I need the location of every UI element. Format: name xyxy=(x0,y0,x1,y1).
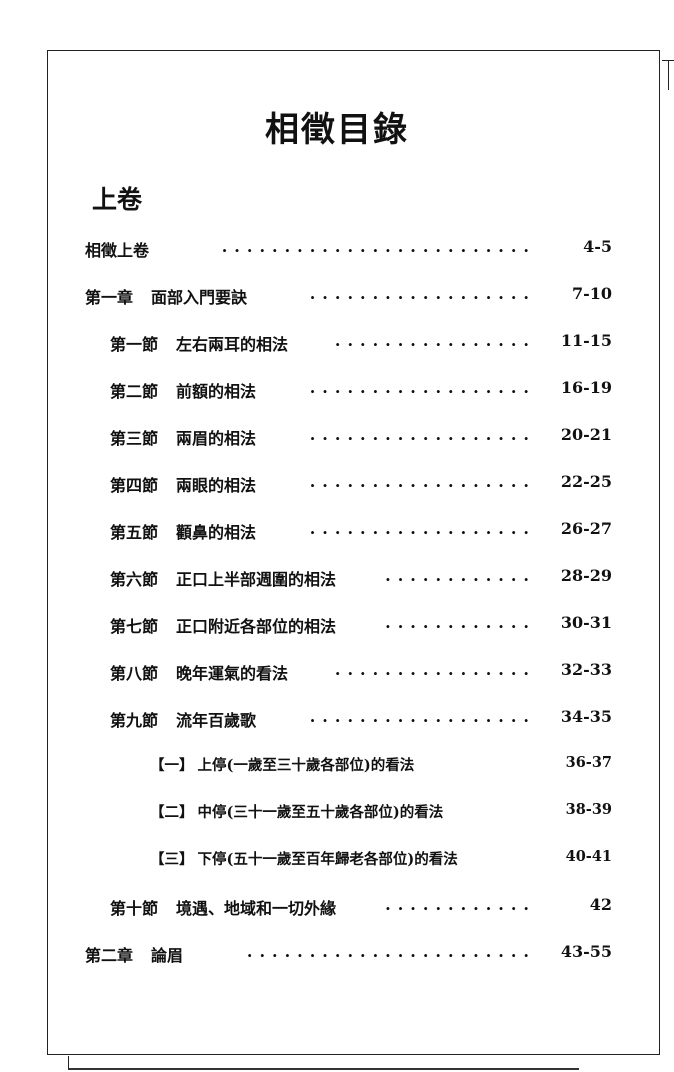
toc-entry-pages: 7-10 xyxy=(571,284,612,303)
toc-entry-label: 第一章 面部入門要訣 xyxy=(85,284,247,308)
toc-entry-pages: 34-35 xyxy=(560,707,612,726)
toc-entry-pages: 16-19 xyxy=(560,378,612,397)
toc-entry-title: 上停(一歲至三十歲各部位)的看法 xyxy=(197,757,415,774)
toc-entry: 第十節 境遇、地域和一切外緣 42............ xyxy=(0,891,674,921)
toc-entry-pages: 20-21 xyxy=(560,425,612,444)
toc-entry-pages: 30-31 xyxy=(560,613,612,632)
dot-leader: .................. xyxy=(309,707,536,726)
toc-entry-number: 第一章 xyxy=(85,288,134,307)
dot-leader: ......................... xyxy=(221,237,536,256)
toc-entry-number: 第七節 xyxy=(110,617,159,636)
toc-entry: 【三】 下停(五十一歲至百年歸老各部位)的看法 40-41 xyxy=(0,844,674,874)
toc-entry-number: 第五節 xyxy=(110,523,159,542)
toc-entry-pages: 36-37 xyxy=(565,754,612,771)
toc-entry-label: 相徵上卷 xyxy=(85,237,149,261)
toc-entry-pages: 11-15 xyxy=(560,331,612,350)
toc-entry-pages: 22-25 xyxy=(560,472,612,491)
toc-entry-pages: 42 xyxy=(589,895,612,914)
volume-heading: 上卷 xyxy=(92,185,143,214)
toc-entry-title: 境遇、地域和一切外緣 xyxy=(176,899,337,918)
toc-entry-pages: 26-27 xyxy=(560,519,612,538)
toc-entry: 第六節 正口上半部週圍的相法 28-29............ xyxy=(0,562,674,592)
toc-entry-number: 第十節 xyxy=(110,899,159,918)
toc-entry-number: 第九節 xyxy=(110,711,159,730)
toc-entry-label: 第五節 顴鼻的相法 xyxy=(110,519,256,543)
toc-entry: 第五節 顴鼻的相法 26-27.................. xyxy=(0,515,674,545)
toc-entry-title: 晚年運氣的看法 xyxy=(176,664,289,683)
toc-entry: 第一章 面部入門要訣 7-10.................. xyxy=(0,280,674,310)
dot-leader: ....................... xyxy=(246,942,536,961)
toc-entry-label: 【一】 上停(一歲至三十歲各部位)的看法 xyxy=(150,754,414,775)
toc-entry: 第三節 兩眉的相法 20-21.................. xyxy=(0,421,674,451)
toc-entry-number: 第四節 xyxy=(110,476,159,495)
dot-leader: .................. xyxy=(309,284,536,303)
toc-entry-title: 兩眼的相法 xyxy=(176,476,257,495)
toc-entry: 第七節 正口附近各部位的相法 30-31............ xyxy=(0,609,674,639)
toc-entry-title: 下停(五十一歲至百年歸老各部位)的看法 xyxy=(197,851,458,868)
toc-entry-label: 第十節 境遇、地域和一切外緣 xyxy=(110,895,336,919)
toc-entry-label: 第六節 正口上半部週圍的相法 xyxy=(110,566,336,590)
toc-entry-title: 正口上半部週圍的相法 xyxy=(176,570,337,589)
border-decoration xyxy=(668,60,669,90)
toc-entry: 【一】 上停(一歲至三十歲各部位)的看法 36-37 xyxy=(0,750,674,780)
toc-entry-number: 第二節 xyxy=(110,382,159,401)
toc-entry-label: 第一節 左右兩耳的相法 xyxy=(110,331,288,355)
toc-entry-label: 第二章 論眉 xyxy=(85,942,183,966)
toc-entry-number: 第三節 xyxy=(110,429,159,448)
toc-entry-pages: 4-5 xyxy=(583,237,612,256)
toc-entry-label: 第九節 流年百歲歌 xyxy=(110,707,256,731)
toc-entry: 第四節 兩眼的相法 22-25.................. xyxy=(0,468,674,498)
toc-entry-number: 第八節 xyxy=(110,664,159,683)
toc-entry-title: 前額的相法 xyxy=(176,382,257,401)
toc-entry-number: 第一節 xyxy=(110,335,159,354)
toc-entry: 第一節 左右兩耳的相法 11-15................ xyxy=(0,327,674,357)
page-title: 相徵目錄 xyxy=(265,110,409,150)
dot-leader: .................. xyxy=(309,425,536,444)
toc-entry-title: 兩眉的相法 xyxy=(176,429,257,448)
toc-entry-pages: 43-55 xyxy=(560,942,612,961)
toc-entry-pages: 40-41 xyxy=(565,848,612,865)
toc-entry-number: 第二章 xyxy=(85,946,134,965)
toc-entry-title: 論眉 xyxy=(151,946,184,965)
dot-leader: .................. xyxy=(309,519,536,538)
toc-entry-label: 【三】 下停(五十一歲至百年歸老各部位)的看法 xyxy=(150,848,458,869)
toc-entry-label: 第四節 兩眼的相法 xyxy=(110,472,256,496)
toc-entry: 【二】 中停(三十一歲至五十歲各部位)的看法 38-39 xyxy=(0,797,674,827)
dot-leader: ................ xyxy=(334,331,536,350)
toc-entry-label: 【二】 中停(三十一歲至五十歲各部位)的看法 xyxy=(150,801,443,822)
toc-entry-title: 中停(三十一歲至五十歲各部位)的看法 xyxy=(197,804,444,821)
dot-leader: ................ xyxy=(334,660,536,679)
dot-leader: ............ xyxy=(385,895,536,914)
toc-entry-number: 【二】 xyxy=(150,804,194,821)
toc-entry-title: 面部入門要訣 xyxy=(151,288,248,307)
toc-entry-label: 第八節 晚年運氣的看法 xyxy=(110,660,288,684)
toc-entry-title: 正口附近各部位的相法 xyxy=(176,617,337,636)
border-decoration xyxy=(68,1056,579,1070)
toc-entry-title: 顴鼻的相法 xyxy=(176,523,257,542)
toc-entry: 第二章 論眉 43-55....................... xyxy=(0,938,674,968)
toc-entry-pages: 38-39 xyxy=(565,801,612,818)
dot-leader: ............ xyxy=(385,566,536,585)
toc-entry-number: 【三】 xyxy=(150,851,194,868)
toc-entry-number: 【一】 xyxy=(150,757,194,774)
dot-leader: .................. xyxy=(309,378,536,397)
toc-entry: 相徵上卷 4-5......................... xyxy=(0,233,674,263)
toc-entry-title: 流年百歲歌 xyxy=(176,711,257,730)
dot-leader: .................. xyxy=(309,472,536,491)
toc-entry-label: 第七節 正口附近各部位的相法 xyxy=(110,613,336,637)
toc-entry-pages: 32-33 xyxy=(560,660,612,679)
toc-entry-number: 第六節 xyxy=(110,570,159,589)
toc-entry: 第九節 流年百歲歌 34-35.................. xyxy=(0,703,674,733)
dot-leader: ............ xyxy=(385,613,536,632)
toc-entry-label: 第二節 前額的相法 xyxy=(110,378,256,402)
toc-entry-pages: 28-29 xyxy=(560,566,612,585)
toc-entry: 第八節 晚年運氣的看法 32-33................ xyxy=(0,656,674,686)
toc-entry-label: 第三節 兩眉的相法 xyxy=(110,425,256,449)
toc-entry: 第二節 前額的相法 16-19.................. xyxy=(0,374,674,404)
toc-entry-title: 左右兩耳的相法 xyxy=(176,335,289,354)
toc-entry-number: 相徵上卷 xyxy=(85,241,150,260)
page-border xyxy=(47,50,660,1055)
